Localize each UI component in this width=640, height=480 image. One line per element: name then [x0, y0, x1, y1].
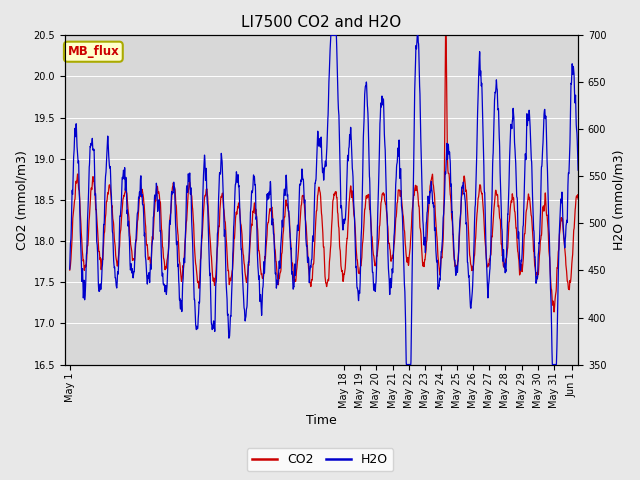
Y-axis label: CO2 (mmol/m3): CO2 (mmol/m3)	[15, 150, 28, 250]
Legend: CO2, H2O: CO2, H2O	[247, 448, 393, 471]
Title: LI7500 CO2 and H2O: LI7500 CO2 and H2O	[241, 15, 402, 30]
Text: MB_flux: MB_flux	[67, 45, 119, 58]
X-axis label: Time: Time	[306, 414, 337, 427]
Y-axis label: H2O (mmol/m3): H2O (mmol/m3)	[612, 150, 625, 250]
